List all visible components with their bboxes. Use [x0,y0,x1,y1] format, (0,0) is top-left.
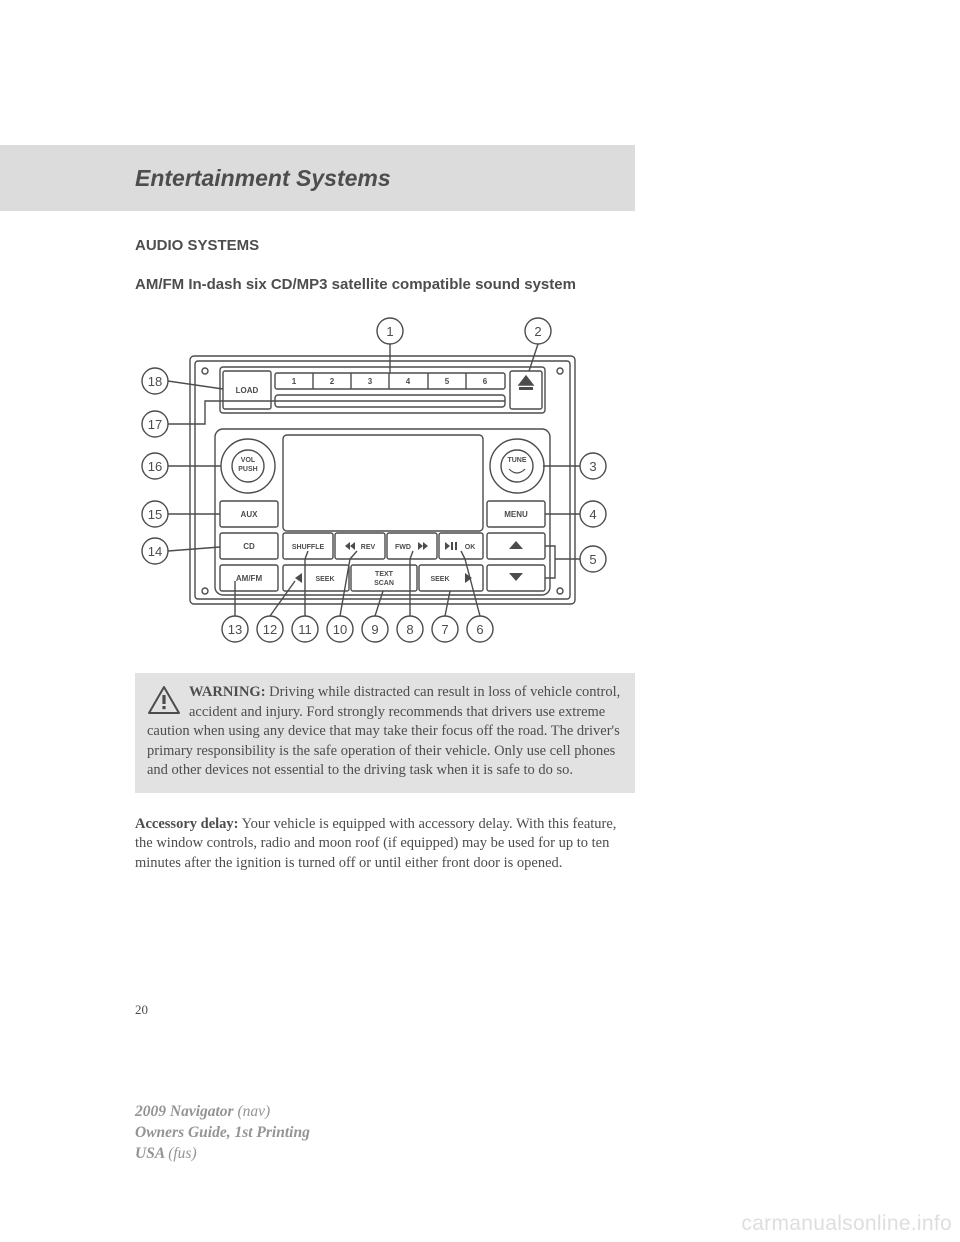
tune-label: TUNE [507,457,526,464]
rev-label: REV [361,544,376,551]
callout-18: 18 [148,374,162,389]
callout-17: 17 [148,417,162,432]
push-label: PUSH [238,466,257,473]
chapter-title: Entertainment Systems [135,165,391,192]
subsection-heading: AM/FM In-dash six CD/MP3 satellite compa… [135,276,810,293]
aux-label: AUX [241,510,259,519]
callout-16: 16 [148,459,162,474]
footer-code1: (nav) [237,1103,270,1120]
preset-2: 2 [330,377,335,386]
callout-14: 14 [148,544,162,559]
footer-guide: Owners Guide, 1st Printing [135,1124,310,1141]
callout-10: 10 [333,622,347,637]
chapter-header-bar: Entertainment Systems [0,145,635,211]
amfm-label: AM/FM [236,574,263,583]
text-label: TEXT [375,571,394,578]
callout-2: 2 [534,324,541,339]
preset-5: 5 [445,377,450,386]
footer-code2: (fus) [168,1145,196,1162]
callout-5: 5 [589,552,596,567]
callout-13: 13 [228,622,242,637]
preset-1: 1 [292,377,297,386]
callout-7: 7 [441,622,448,637]
ok-label: OK [465,544,476,551]
warning-box: WARNING: Driving while distracted can re… [135,673,635,793]
footer: 2009 Navigator (nav) Owners Guide, 1st P… [135,1102,310,1165]
menu-label: MENU [504,510,528,519]
page-number: 20 [135,1002,148,1018]
accessory-lead: Accessory delay: [135,816,238,832]
callout-15: 15 [148,507,162,522]
footer-model: 2009 Navigator [135,1103,237,1120]
section-heading: AUDIO SYSTEMS [135,237,810,254]
vol-label: VOL [241,457,256,464]
fwd-label: FWD [395,544,411,551]
manual-page: Entertainment Systems AUDIO SYSTEMS AM/F… [0,0,960,1242]
preset-6: 6 [483,377,488,386]
shuffle-label: SHUFFLE [292,544,325,551]
callout-1: 1 [386,324,393,339]
callout-8: 8 [406,622,413,637]
callout-6: 6 [476,622,483,637]
seek-right-label: SEEK [430,576,449,583]
preset-3: 3 [368,377,373,386]
accessory-paragraph: Accessory delay: Your vehicle is equippe… [135,815,635,874]
callout-4: 4 [589,507,596,522]
watermark: carmanualsonline.info [741,1212,952,1236]
seek-left-label: SEEK [315,576,334,583]
callout-3: 3 [589,459,596,474]
preset-4: 4 [406,377,411,386]
footer-region: USA [135,1145,168,1162]
scan-label: SCAN [374,580,394,587]
cd-label: CD [243,542,255,551]
warning-lead: WARNING: [189,684,266,700]
callout-12: 12 [263,622,277,637]
warning-text: WARNING: Driving while distracted can re… [147,684,620,778]
warning-icon [147,685,181,715]
callout-9: 9 [371,622,378,637]
callout-11: 11 [298,622,312,637]
load-label: LOAD [236,386,259,395]
radio-diagram: LOAD 1 2 3 4 5 6 [135,311,615,651]
